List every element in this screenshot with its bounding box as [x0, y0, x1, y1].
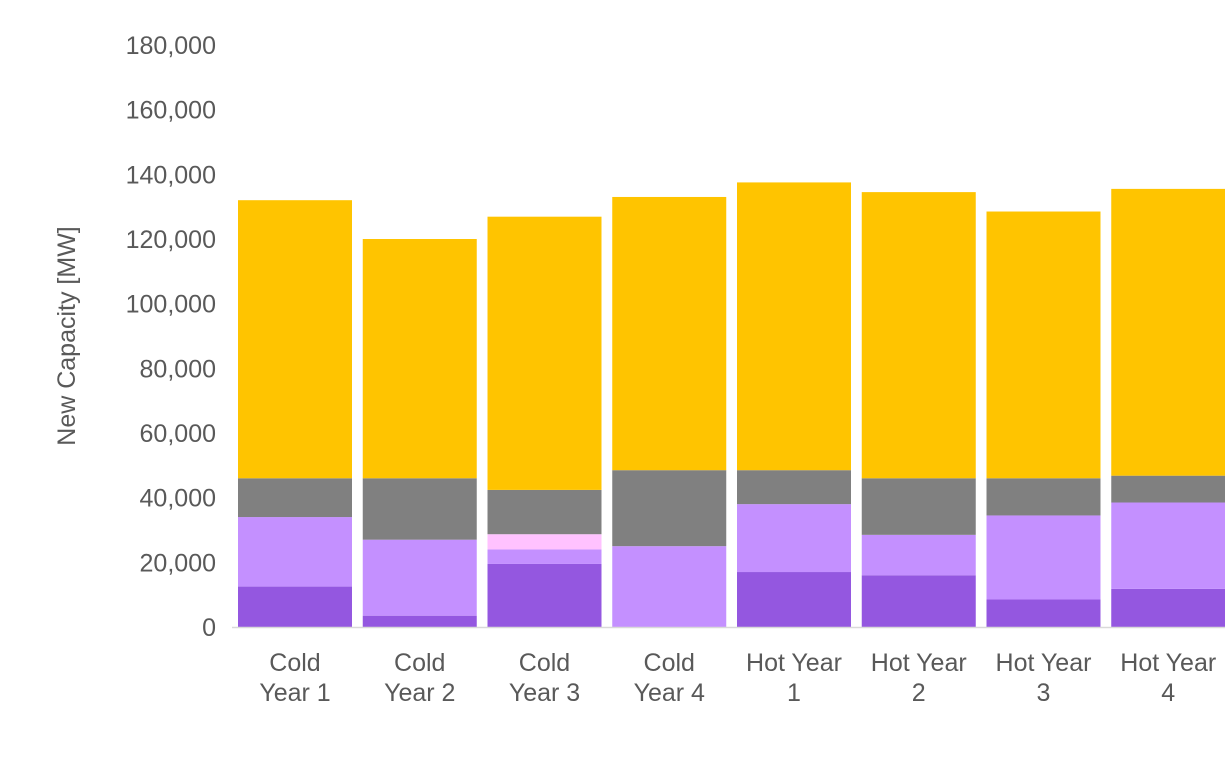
bar-segment: [487, 563, 602, 627]
x-category-label: Cold: [394, 649, 445, 677]
x-category-label: Cold: [644, 649, 695, 677]
y-tick-label: 80,000: [140, 355, 216, 383]
x-category-label: 3: [1037, 679, 1051, 707]
bar-segment: [612, 196, 727, 471]
x-category-label: Cold: [519, 649, 570, 677]
bar-segment: [612, 546, 727, 627]
bar-segment: [238, 586, 352, 627]
x-category-label: Cold: [269, 649, 320, 677]
x-category-label: Year 4: [634, 679, 705, 707]
bar-segment: [238, 200, 352, 479]
x-category-label: 1: [787, 679, 801, 707]
bar-segment: [986, 211, 1101, 479]
bar-segment: [1111, 188, 1225, 476]
y-tick-label: 100,000: [126, 291, 216, 319]
bar-segment: [362, 478, 477, 540]
x-category-label: Hot Year: [746, 649, 842, 677]
y-tick-label: 60,000: [140, 420, 216, 448]
bar-segment: [1111, 588, 1225, 627]
bar-segment: [238, 478, 352, 518]
y-tick-label: 140,000: [126, 161, 216, 189]
y-tick-label: 20,000: [140, 549, 216, 577]
y-tick-label: 40,000: [140, 485, 216, 513]
y-tick-label: 180,000: [126, 32, 216, 60]
bar-segment: [861, 534, 976, 576]
bar-segment: [861, 192, 976, 479]
bar-segment: [487, 489, 602, 535]
y-axis-title: New Capacity [MW]: [53, 226, 81, 445]
bar-segment: [362, 615, 477, 627]
bar-segment: [737, 470, 851, 505]
y-axis-ticks: 0 20,000 40,000 60,000 80,000 100,000 120,000 1…: [126, 32, 216, 642]
bar-segment: [238, 517, 352, 587]
x-category-label: Year 1: [259, 679, 330, 707]
bar-segment: [986, 515, 1101, 600]
x-category-label: Hot Year: [1120, 649, 1216, 677]
y-tick-label: 120,000: [126, 226, 216, 254]
x-category-label: Year 2: [384, 679, 455, 707]
bar-segment: [362, 539, 477, 616]
bar-segment: [362, 239, 477, 479]
bar-segment: [737, 504, 851, 573]
bar-segment: [737, 572, 851, 627]
bars-layer: [238, 182, 1225, 627]
bar-segment: [986, 599, 1101, 627]
bar-segment: [1111, 502, 1225, 589]
bar-segment: [986, 478, 1101, 516]
bar-segment: [1111, 475, 1225, 503]
x-category-label: 4: [1161, 679, 1175, 707]
x-category-label: Hot Year: [871, 649, 967, 677]
bar-segment: [737, 182, 851, 471]
x-category-label: Hot Year: [996, 649, 1092, 677]
bar-segment: [861, 478, 976, 535]
x-category-label: 2: [912, 679, 926, 707]
bar-segment: [487, 216, 602, 490]
x-category-label: Year 3: [509, 679, 580, 707]
y-tick-label: 160,000: [126, 97, 216, 125]
y-tick-label: 0: [202, 614, 216, 642]
bar-segment: [487, 549, 602, 564]
bar-segment: [861, 575, 976, 627]
bar-segment: [612, 470, 727, 547]
bar-segment: [487, 534, 602, 550]
